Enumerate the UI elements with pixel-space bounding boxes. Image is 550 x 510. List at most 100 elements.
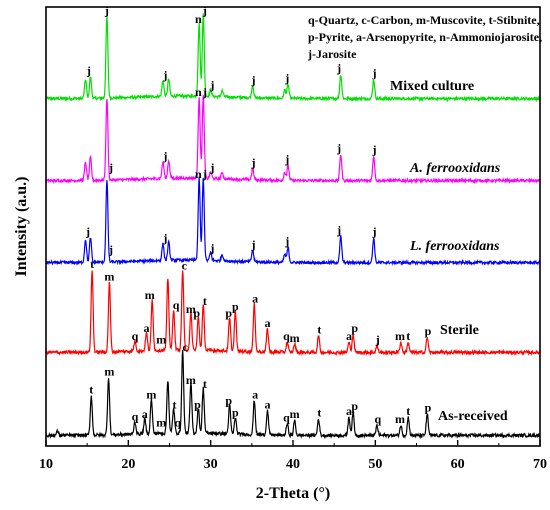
peak-label: a — [346, 404, 352, 418]
peak-label: j — [108, 242, 113, 256]
series-name-label: As-received — [438, 409, 508, 424]
peak-label: m — [156, 332, 166, 346]
peak-label: q — [283, 329, 290, 343]
plot-frame — [45, 6, 541, 447]
peak-label: n — [195, 85, 202, 99]
peak-label: j — [250, 238, 255, 252]
peak-label: j — [209, 241, 214, 255]
peak-label: j — [209, 78, 214, 92]
peak-label: j — [372, 66, 377, 80]
peak-label: a — [264, 397, 270, 411]
x-axis-ticks: 10 20 30 40 50 60 70 — [39, 440, 547, 472]
peak-label: p — [232, 300, 239, 314]
legend-line: q-Quartz, c-Carbon, m-Muscovite, t-Stibn… — [308, 13, 540, 27]
series-name-label: Sterile — [440, 323, 479, 338]
peak-label: j — [336, 61, 341, 75]
peak-label: q — [174, 415, 181, 429]
peak-label: j — [372, 224, 377, 238]
peak-label: t — [317, 406, 321, 420]
peak-label: m — [290, 331, 300, 345]
peak-label: m — [104, 365, 114, 379]
peak-label: m — [186, 373, 196, 387]
x-tick-label: 40 — [286, 457, 300, 472]
peak-label: j — [162, 68, 167, 82]
peak-label: j — [336, 141, 341, 155]
peak-label: p — [351, 321, 358, 335]
peak-label: q — [173, 298, 180, 312]
peak-label: j — [85, 224, 90, 238]
legend-line: j-Jarosite — [307, 47, 357, 61]
peak-label: c — [182, 259, 188, 273]
peak-label: a — [142, 407, 148, 421]
series-trace — [45, 349, 541, 440]
peak-label: j — [336, 223, 341, 237]
peak-label: p — [425, 324, 432, 338]
peak-label: t — [89, 383, 93, 397]
peak-label: m — [104, 269, 114, 283]
peak-label: t — [203, 294, 207, 308]
series-trace — [45, 95, 541, 185]
peak-label: j — [250, 73, 255, 87]
peak-label: t — [203, 377, 207, 391]
x-tick-label: 60 — [451, 457, 465, 472]
peak-label: j — [108, 160, 113, 174]
peak-label: j — [86, 64, 91, 78]
y-axis-title: Intensity (a.u.) — [13, 176, 30, 276]
peak-label: p — [425, 401, 432, 415]
peak-label: t — [406, 329, 410, 343]
peak-label: a — [252, 388, 258, 402]
x-tick-label: 10 — [39, 457, 53, 472]
series-trace — [45, 270, 541, 357]
peak-label: n — [195, 12, 202, 26]
peak-label: q — [374, 412, 381, 426]
peak-label: c — [182, 340, 188, 354]
peak-label: t — [172, 397, 176, 411]
peak-label: j — [202, 167, 207, 181]
series-name-label: Mixed culture — [390, 79, 474, 94]
peak-label: j — [372, 142, 377, 156]
peak-label: m — [146, 388, 156, 402]
series-trace — [45, 13, 541, 103]
peak-label: j — [284, 71, 289, 85]
peak-label: a — [346, 329, 352, 343]
peak-label: j — [209, 160, 214, 174]
traces-layer — [45, 13, 541, 440]
peak-label: j — [202, 3, 207, 17]
peak-label: m — [156, 415, 166, 429]
peak-label: p — [232, 406, 239, 420]
x-tick-label: 20 — [121, 457, 135, 472]
x-tick-label: 30 — [204, 457, 218, 472]
peak-label: m — [290, 407, 300, 421]
peak-label: a — [143, 321, 149, 335]
peak-label: j — [104, 3, 109, 17]
peak-label: t — [90, 257, 94, 271]
peak-label: a — [252, 291, 258, 305]
series-labels-layer: Mixed culture A. ferrooxidans L. ferrooxid… — [390, 79, 508, 424]
x-axis-title: 2-Theta (°) — [256, 485, 330, 502]
peak-label: p — [193, 306, 200, 320]
peak-label: m — [395, 329, 405, 343]
peak-label: a — [264, 316, 270, 330]
peak-label: n — [195, 167, 202, 181]
peak-label: q — [132, 329, 139, 343]
series-name-label: A. ferrooxidans — [409, 161, 501, 176]
series-trace — [45, 176, 541, 267]
peak-label: j — [162, 231, 167, 245]
peak-label: t — [317, 323, 321, 337]
peak-label: p — [351, 399, 358, 413]
peak-label: p — [194, 397, 201, 411]
peak-label: j — [162, 149, 167, 163]
x-tick-label: 70 — [533, 457, 547, 472]
x-tick-label: 50 — [368, 457, 382, 472]
peak-label: j — [284, 152, 289, 166]
series-name-label: L. ferrooxidans — [409, 239, 500, 254]
peak-label: p — [225, 393, 232, 407]
peak-label: m — [186, 302, 196, 316]
peak-label: p — [225, 306, 232, 320]
peak-label: m — [145, 288, 155, 302]
peak-label: t — [406, 404, 410, 418]
peak-label: j — [202, 85, 207, 99]
peak-label: q — [283, 411, 290, 425]
